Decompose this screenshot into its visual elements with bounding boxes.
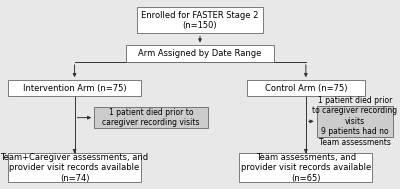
- Text: 1 patient died prior to
caregiver recording visits: 1 patient died prior to caregiver record…: [102, 108, 200, 127]
- FancyBboxPatch shape: [317, 106, 393, 137]
- FancyBboxPatch shape: [126, 45, 274, 62]
- Text: Intervention Arm (n=75): Intervention Arm (n=75): [23, 84, 126, 93]
- Text: Team+Caregiver assessments, and
provider visit records available
(n=74): Team+Caregiver assessments, and provider…: [0, 153, 149, 183]
- Text: Arm Assigned by Date Range: Arm Assigned by Date Range: [138, 49, 262, 58]
- FancyBboxPatch shape: [239, 153, 372, 182]
- Text: 1 patient died prior
to caregiver recording
visits
9 patients had no
Team assess: 1 patient died prior to caregiver record…: [312, 96, 398, 147]
- Text: Control Arm (n=75): Control Arm (n=75): [264, 84, 347, 93]
- Text: Team assessments, and
provider visit records available
(n=65): Team assessments, and provider visit rec…: [241, 153, 371, 183]
- Text: Enrolled for FASTER Stage 2
(n=150): Enrolled for FASTER Stage 2 (n=150): [141, 11, 259, 30]
- FancyBboxPatch shape: [8, 153, 141, 182]
- FancyBboxPatch shape: [247, 80, 365, 96]
- FancyBboxPatch shape: [8, 80, 141, 96]
- FancyBboxPatch shape: [137, 7, 263, 33]
- FancyBboxPatch shape: [94, 107, 208, 128]
